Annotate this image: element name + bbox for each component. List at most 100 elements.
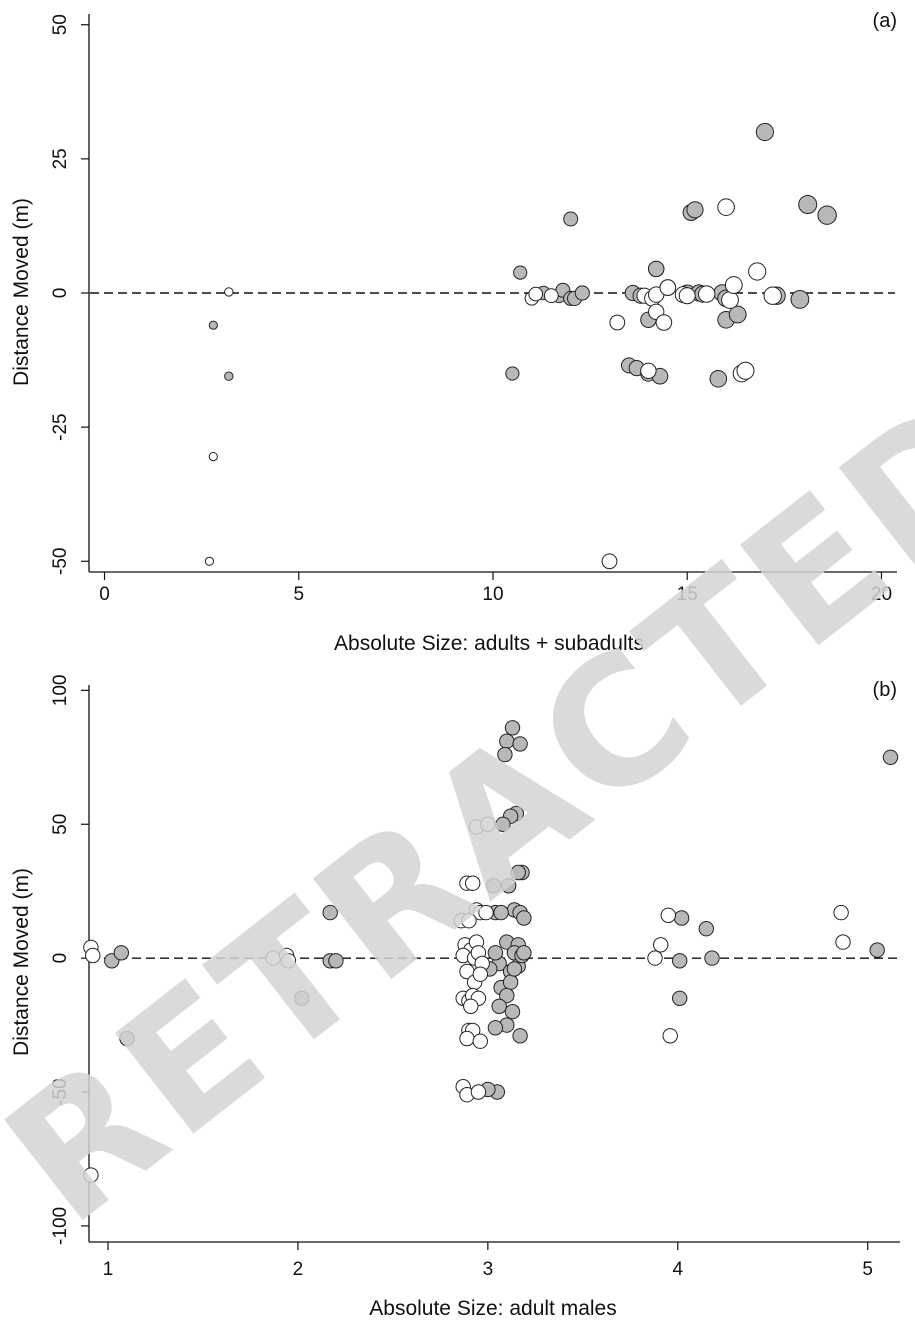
panel-a-y-axis-title: Distance Moved (m) — [10, 198, 33, 386]
open-point — [465, 875, 481, 891]
filled-point — [322, 904, 338, 921]
open-point — [655, 314, 673, 331]
open-point — [224, 287, 234, 297]
filled-point — [506, 961, 523, 977]
open-point — [472, 1033, 488, 1049]
filled-point — [709, 370, 728, 388]
x-tick-label: 20 — [871, 584, 892, 605]
filled-point — [755, 122, 775, 142]
open-point — [459, 1030, 475, 1047]
filled-point — [497, 746, 513, 763]
filled-point — [504, 1004, 521, 1020]
open-point — [480, 816, 496, 832]
filled-point — [208, 320, 218, 330]
panel-b-label: (b) — [873, 679, 897, 701]
open-point — [204, 556, 214, 566]
filled-point — [516, 910, 532, 926]
filled-point — [817, 205, 837, 225]
open-point — [678, 287, 696, 305]
panel-a: 0 5 10 15 20 50 25 0 -25 -50 (a) Absolute Size: a… — [10, 10, 897, 655]
y-tick-label: 50 — [50, 14, 71, 35]
panel-b-y-axis-title: Distance Moved (m) — [10, 868, 33, 1056]
open-point — [463, 998, 479, 1014]
filled-point — [516, 945, 532, 961]
x-tick-label: 5 — [862, 1259, 873, 1280]
filled-point — [869, 942, 885, 958]
filled-point — [493, 904, 509, 921]
open-point — [721, 291, 739, 309]
open-point — [528, 286, 544, 302]
open-point — [660, 907, 676, 923]
x-tick-label: 1 — [103, 1259, 114, 1280]
open-point — [736, 361, 755, 380]
filled-point — [673, 910, 690, 926]
open-point — [472, 966, 488, 982]
open-point — [609, 314, 626, 331]
open-point — [659, 279, 677, 296]
open-point — [640, 362, 657, 379]
filled-point — [698, 921, 714, 937]
filled-point — [648, 260, 665, 278]
open-point — [478, 904, 494, 921]
open-point — [543, 288, 559, 304]
filled-point — [513, 265, 528, 280]
open-point — [280, 953, 297, 969]
open-point — [717, 198, 735, 216]
open-point — [833, 904, 849, 921]
y-tick-label: 25 — [50, 148, 71, 169]
y-tick-label: 0 — [50, 953, 71, 964]
filled-point — [510, 864, 526, 881]
filled-point — [574, 285, 590, 301]
x-tick-label: 10 — [482, 584, 503, 605]
filled-point — [328, 953, 344, 969]
filled-point — [563, 211, 579, 227]
open-point — [83, 1167, 99, 1183]
open-point — [601, 553, 618, 570]
filled-point — [790, 290, 810, 309]
y-tick-label: 0 — [50, 288, 71, 299]
panel-a-points — [204, 122, 837, 570]
y-tick-label: -50 — [50, 548, 71, 575]
filled-point — [728, 305, 747, 324]
panel-a-label: (a) — [873, 10, 897, 32]
filled-point — [487, 1020, 504, 1036]
y-tick-label: -100 — [50, 1207, 71, 1245]
panel-b: 1 2 3 4 5 100 50 0 -50 -100 (b) Absolute Size: ad… — [10, 675, 900, 1320]
panel-a-x-axis-title: Absolute Size: adults + subadults — [334, 632, 644, 655]
x-tick-label: 2 — [293, 1259, 304, 1280]
filled-point — [686, 201, 704, 219]
y-tick-label: -25 — [50, 413, 71, 440]
open-point — [461, 913, 477, 929]
panel-b-ticks: 1 2 3 4 5 100 50 0 -50 -100 — [50, 675, 873, 1280]
open-point — [653, 937, 669, 953]
filled-point — [704, 950, 720, 966]
filled-point — [224, 371, 234, 381]
open-point — [748, 262, 767, 281]
filled-point — [505, 366, 520, 381]
filled-point — [487, 945, 504, 961]
open-point — [662, 1028, 678, 1044]
filled-point — [882, 749, 899, 765]
filled-point — [672, 990, 688, 1006]
filled-point — [499, 987, 515, 1004]
filled-point — [504, 720, 521, 736]
filled-point — [512, 736, 528, 752]
panel-b-axes — [88, 685, 900, 1243]
y-tick-label: 100 — [50, 675, 71, 707]
filled-point — [798, 195, 818, 214]
open-point — [835, 934, 851, 950]
x-tick-label: 4 — [672, 1259, 683, 1280]
filled-point — [491, 998, 507, 1014]
filled-point — [501, 878, 517, 894]
filled-point — [113, 945, 130, 961]
x-tick-label: 0 — [99, 584, 110, 605]
filled-point — [119, 1030, 135, 1047]
open-point — [647, 950, 663, 966]
filled-point — [502, 974, 519, 990]
filled-point — [512, 1028, 528, 1044]
open-point — [470, 1084, 487, 1100]
panel-a-ticks: 0 5 10 15 20 50 25 0 -25 -50 — [50, 14, 892, 605]
panel-b-x-axis-title: Absolute Size: adult males — [369, 1297, 616, 1320]
open-point — [724, 276, 743, 294]
